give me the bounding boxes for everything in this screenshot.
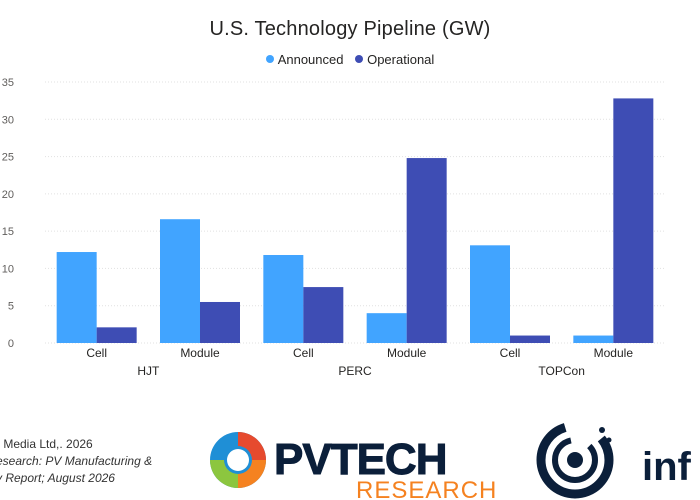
x-tick-label: Module (594, 346, 634, 360)
y-tick-label: 0 (8, 338, 14, 350)
pvtech-wordmark: PVTECH (274, 435, 446, 484)
x-tick-label: Cell (293, 346, 314, 360)
chart-legend: Announced Operational (0, 51, 700, 67)
bar[interactable] (366, 313, 407, 343)
bar[interactable] (96, 327, 137, 343)
x-group-label: HJT (137, 364, 160, 378)
bar[interactable] (510, 335, 550, 343)
x-tick-label: Cell (500, 346, 521, 360)
bar[interactable] (470, 245, 510, 343)
source-note: r Media Ltd,. 2026 esearch: PV Manufactu… (0, 436, 152, 487)
y-tick-label: 35 (2, 77, 14, 89)
source-line-1: r Media Ltd,. 2026 (0, 437, 93, 451)
x-group-label: TOPCon (538, 364, 584, 378)
legend-item-announced[interactable]: Announced (265, 51, 344, 67)
y-tick-label: 20 (2, 189, 14, 201)
y-tick-label: 5 (8, 301, 14, 313)
legend-item-operational[interactable]: Operational (355, 52, 434, 67)
y-tick-label: 10 (2, 263, 14, 275)
bar[interactable] (200, 301, 240, 343)
y-tick-label: 30 (2, 114, 14, 126)
info-logo: inf (536, 421, 692, 499)
info-ring-icon (536, 421, 614, 499)
source-line-2: esearch: PV Manufacturing & (0, 454, 153, 468)
x-tick-label: Cell (86, 346, 107, 360)
legend-swatch-announced (265, 55, 274, 63)
x-group-label: PERC (338, 364, 372, 378)
bar[interactable] (56, 252, 97, 343)
pvtech-research-wordmark: RESEARCH (356, 477, 497, 500)
bar[interactable] (573, 335, 614, 343)
legend-label-operational: Operational (367, 51, 435, 67)
chart-title: U.S. Technology Pipeline (GW) (209, 18, 491, 40)
pvtech-swirl-icon (210, 432, 266, 488)
legend-swatch-operational (355, 55, 364, 63)
bar[interactable] (263, 255, 304, 343)
bar[interactable] (406, 158, 447, 343)
bar[interactable] (613, 98, 654, 343)
pvtech-research-logo: PVTECH RESEARCH (210, 432, 497, 500)
y-tick-label: 15 (2, 226, 14, 238)
bar[interactable] (160, 219, 200, 343)
x-tick-label: Module (180, 346, 220, 360)
bar[interactable] (303, 287, 344, 343)
x-tick-label: Module (387, 346, 427, 360)
source-line-3: y Report; August 2026 (0, 471, 115, 485)
legend-label-announced: Announced (277, 51, 344, 67)
y-tick-label: 25 (2, 152, 14, 164)
info-wordmark: inf (642, 445, 692, 489)
